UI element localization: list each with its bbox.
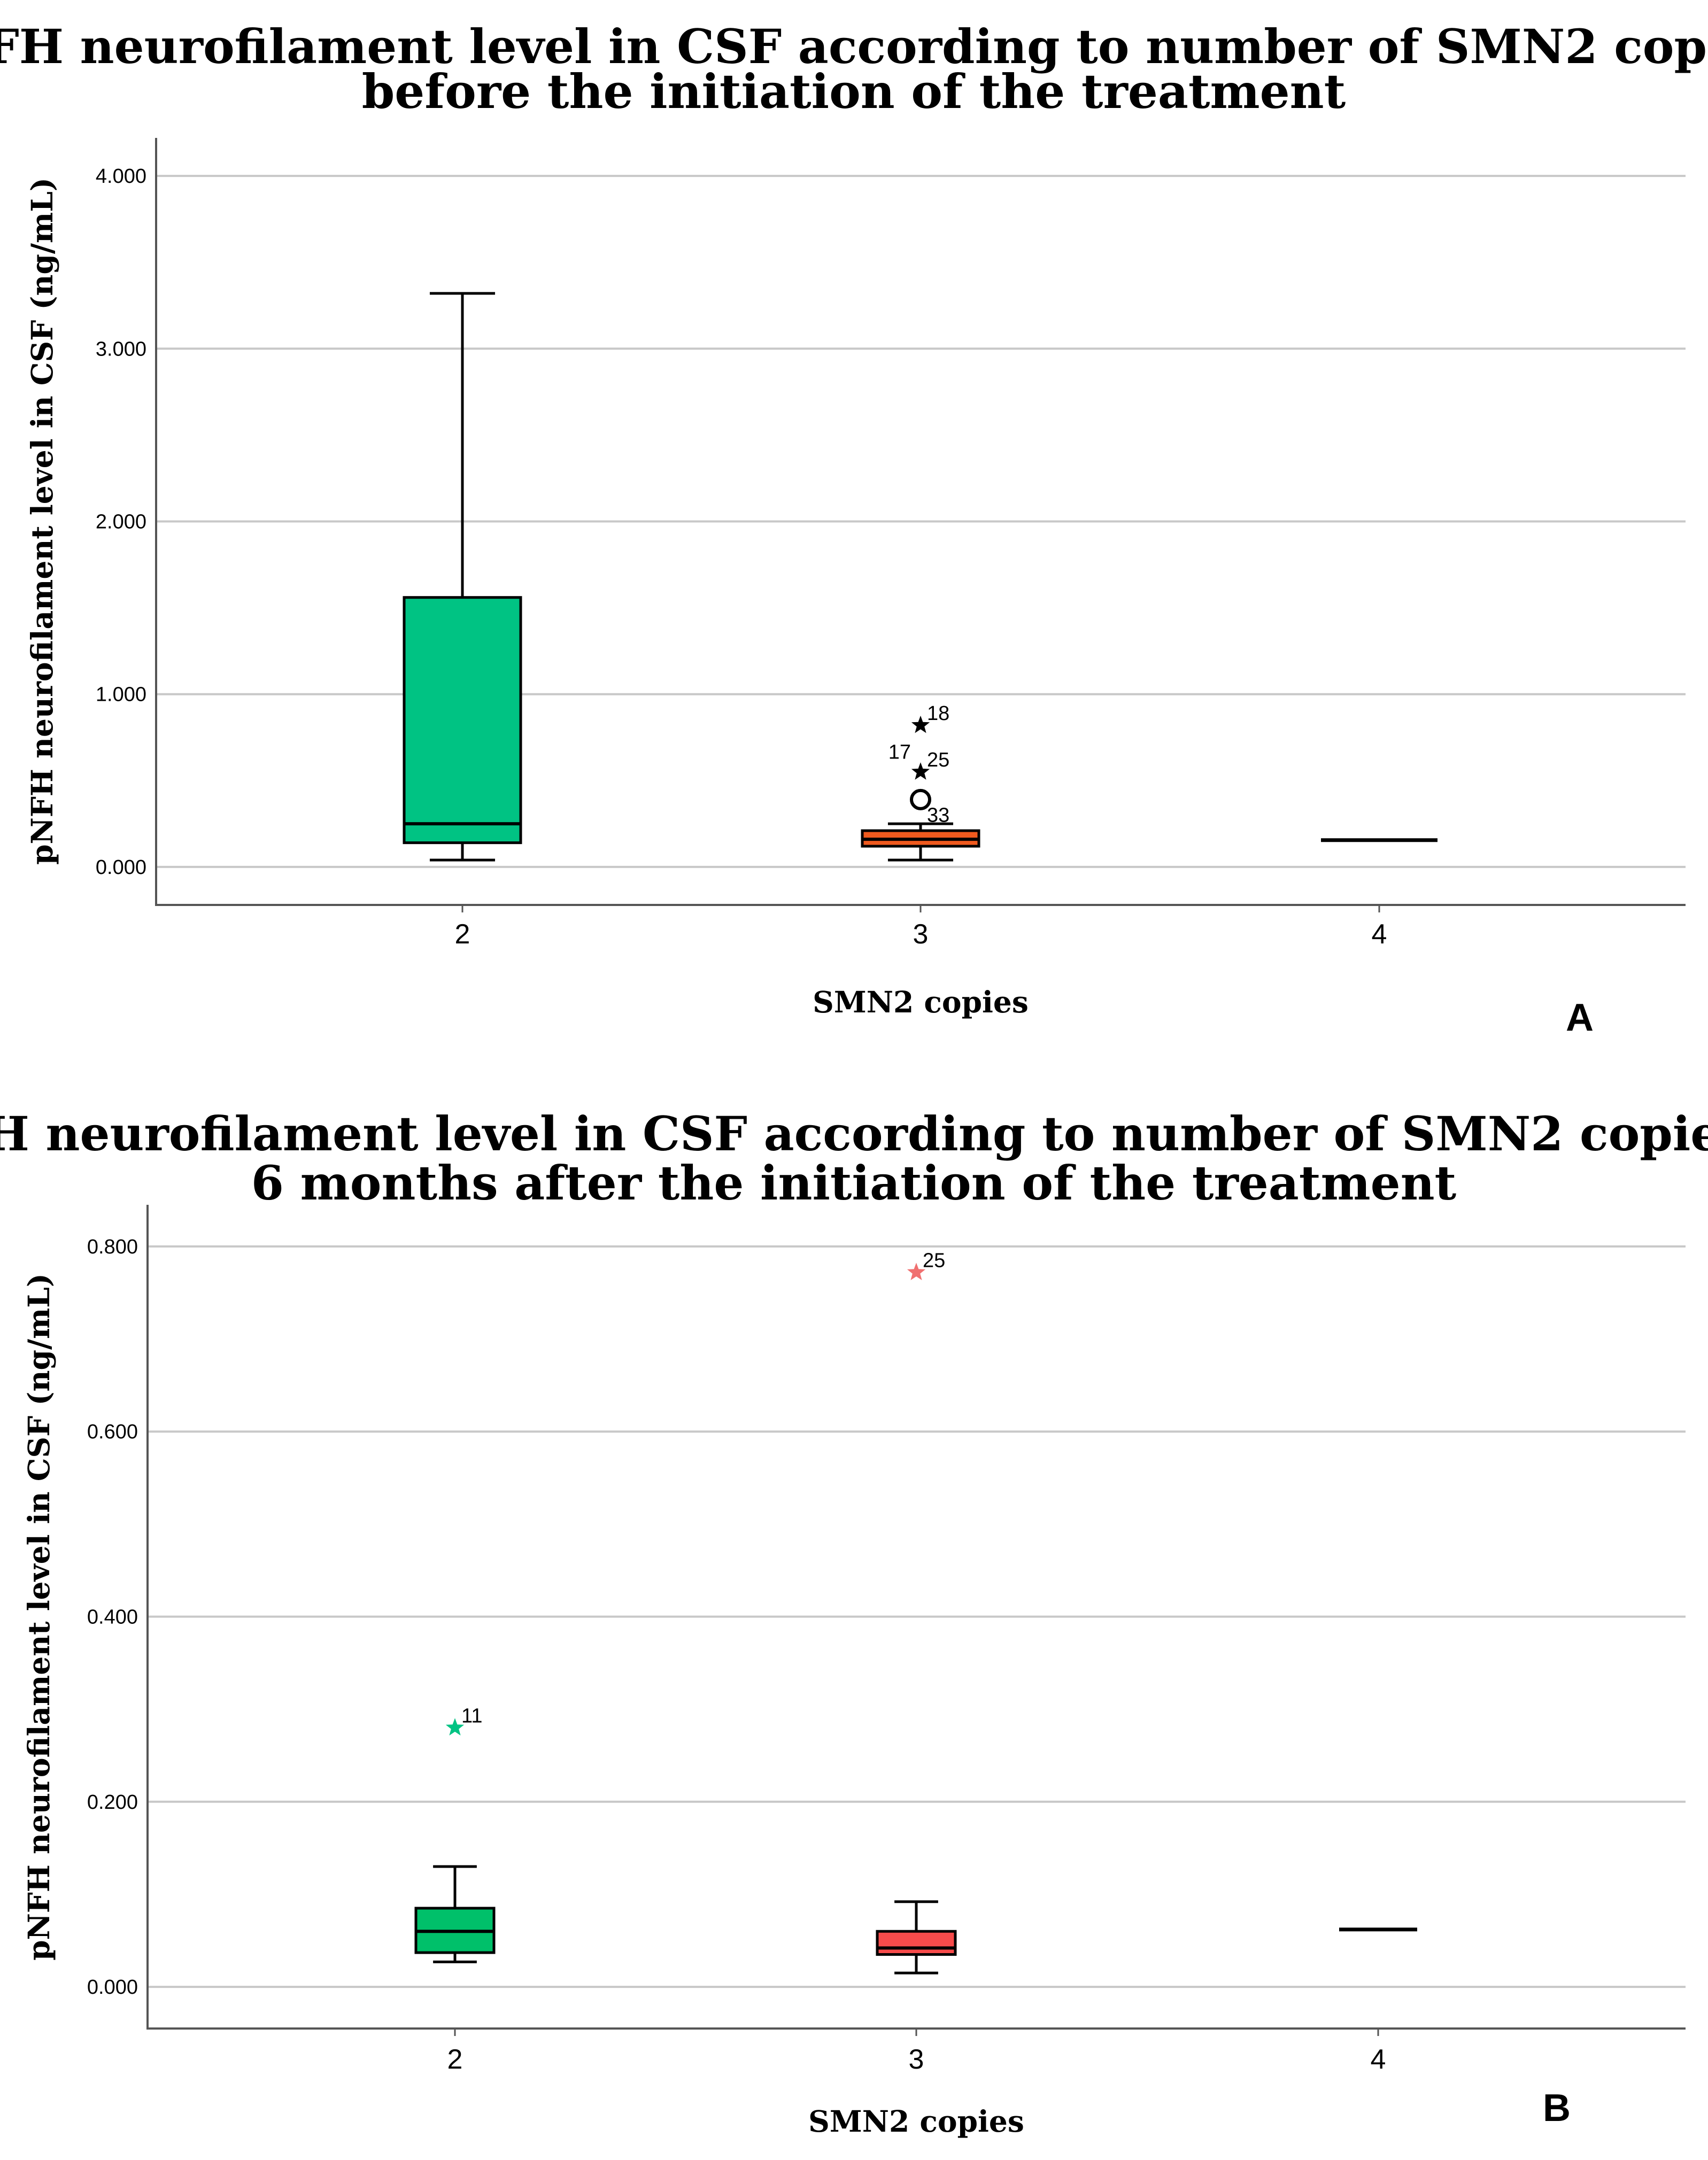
outlier-star-icon (445, 1718, 465, 1736)
outlier-label: 11 (461, 1705, 482, 1727)
x-axis-label: SMN2 copies (808, 2104, 1024, 2139)
outlier-label: 33 (927, 804, 949, 827)
outlier-point: 18 (911, 702, 949, 733)
outlier-label: 25 (927, 749, 949, 771)
grid-lines (148, 1245, 1686, 1988)
outlier-label: 25 (923, 1249, 945, 1272)
outliers: 11 25 (445, 1249, 945, 1736)
y-tick-label: 2.000 (96, 511, 146, 533)
box-category-2 (403, 292, 522, 862)
grid-lines (156, 175, 1686, 868)
outlier-point: 25 (911, 749, 949, 780)
outlier-star-icon (907, 1263, 926, 1280)
outlier-label: 18 (927, 702, 949, 725)
outlier-label: 17 (888, 741, 911, 763)
chart-title-line-2: 6 months after the initiation of the tre… (251, 1155, 1457, 1211)
x-tick-label: 2 (447, 2044, 463, 2075)
outlier-point: 17 (888, 741, 911, 763)
box-category-2 (414, 1865, 496, 1963)
outlier-circle-icon (910, 788, 931, 810)
y-tick-label: 4.000 (96, 165, 146, 188)
panel-a: pNFH neurofilament level in CSF accordin… (0, 19, 1708, 1039)
outlier-star-icon (911, 715, 930, 733)
outlier-point (910, 788, 931, 810)
y-axis-label: pNFH neurofilament level in CSF (ng/mL) (21, 1273, 56, 1961)
box-category-3 (876, 1900, 957, 1975)
boxplots (403, 292, 1437, 862)
x-axis-label: SMN2 copies (813, 985, 1029, 1019)
axis-lines (146, 1205, 1686, 2030)
x-tick-label: 3 (909, 2044, 924, 2075)
box-category-3 (861, 822, 980, 862)
chart-title-line-1: pNFH neurofilament level in CSF accordin… (0, 19, 1708, 74)
box-iqr (876, 1930, 957, 1956)
panel-label: A (1566, 996, 1594, 1039)
outlier-star-icon (911, 762, 930, 780)
y-tick-label: 0.200 (87, 1791, 138, 1814)
panel-label: B (1543, 2087, 1571, 2130)
y-tick-label: 0.600 (87, 1421, 138, 1443)
boxplots (414, 1865, 1417, 1975)
y-tick-label: 3.000 (96, 338, 146, 360)
chart-title-line-2: before the initiation of the treatment (362, 64, 1346, 119)
y-tick-labels: 0.000 0.200 0.400 0.600 0.800 (87, 1236, 138, 1999)
y-tick-label: 1.000 (96, 684, 146, 706)
outlier-point: 11 (445, 1705, 482, 1736)
x-tick-labels: 2 3 4 (455, 905, 1387, 950)
y-tick-label: 0.800 (87, 1236, 138, 1258)
x-tick-label: 4 (1371, 2044, 1386, 2075)
box-iqr (403, 596, 522, 845)
outlier-point: 25 (907, 1249, 945, 1280)
outliers: 18 25 17 33 (888, 702, 950, 827)
y-tick-labels: 0.000 1.000 2.000 3.000 4.000 (96, 165, 146, 879)
x-tick-label: 3 (913, 919, 929, 950)
panel-b: pNFH neurofilament level in CSF accordin… (0, 1106, 1708, 2139)
axis-lines (155, 138, 1686, 906)
x-tick-label: 2 (455, 919, 470, 950)
y-axis-label: pNFH neurofilament level in CSF (ng/mL) (25, 177, 59, 865)
y-tick-label: 0.000 (87, 1976, 138, 1999)
outlier-point: 33 (927, 804, 949, 827)
x-tick-label: 4 (1372, 919, 1387, 950)
y-tick-label: 0.400 (87, 1606, 138, 1629)
y-tick-label: 0.000 (96, 856, 146, 879)
x-tick-labels: 2 3 4 (447, 2029, 1386, 2075)
chart-title-line-1: pNFH neurofilament level in CSF accordin… (0, 1106, 1708, 1162)
